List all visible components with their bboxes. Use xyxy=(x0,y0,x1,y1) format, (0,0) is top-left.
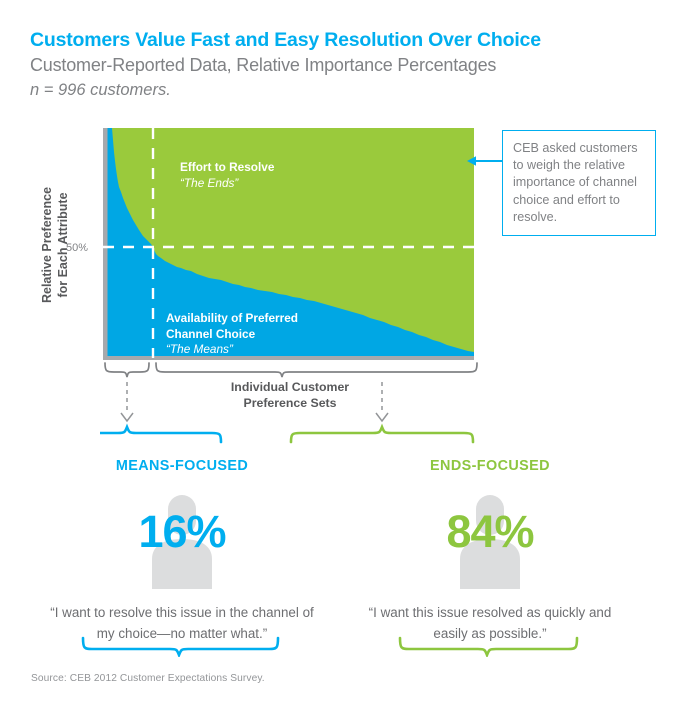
callout-box: CEB asked customers to weigh the relativ… xyxy=(502,130,656,237)
panel-heading-means: MEANS-FOCUSED xyxy=(115,458,249,474)
chart-canvas xyxy=(103,128,474,360)
panel-heading-ends: ENDS-FOCUSED xyxy=(430,458,550,474)
figure-row-means: 16% xyxy=(22,493,342,589)
axis-bracket-group xyxy=(100,362,478,444)
header: Customers Value Fast and Easy Resolution… xyxy=(30,27,650,102)
quote-means-focused: “I want to resolve this issue in the cha… xyxy=(50,605,314,641)
axis-spine-bottom xyxy=(103,356,474,360)
brace-ends-focused xyxy=(289,423,475,444)
brace-means-focused xyxy=(100,423,223,444)
axis-spine-left xyxy=(103,128,108,358)
sample-size-note: n = 996 customers. xyxy=(30,81,171,99)
source-note: Source: CEB 2012 Customer Expectations S… xyxy=(31,673,265,684)
legend-means-title-line2: Channel Choice xyxy=(166,326,256,341)
percent-means-focused: 16% xyxy=(138,506,226,557)
stacked-area-chart xyxy=(103,128,474,360)
area-channel-choice xyxy=(107,128,474,358)
legend-means-title-line1: Availability of Preferred xyxy=(166,311,298,325)
percent-ends-focused: 84% xyxy=(446,506,534,557)
panel-means-focused: MEANS-FOCUSED 16% “I want to resolve thi… xyxy=(22,432,342,667)
legend-means-subtitle: “The Means” xyxy=(166,342,233,356)
drop-arrowhead-means xyxy=(120,412,134,423)
x-axis-group-label-line1: Individual Customer xyxy=(230,380,350,394)
brace-ends-segment xyxy=(155,362,478,378)
x-axis-group-label-line2: Preference Sets xyxy=(243,396,337,410)
figure-row-ends: 84% xyxy=(330,493,650,589)
brace-quote-means xyxy=(81,636,280,657)
brace-means-segment xyxy=(104,362,150,378)
y-axis-title-line1: Relative Preference xyxy=(40,186,54,304)
y-tick-dash-50 xyxy=(86,245,102,249)
panel-ends-focused: ENDS-FOCUSED 84% “I want this issue reso… xyxy=(330,432,650,667)
legend-effort-subtitle: “The Ends” xyxy=(180,175,239,190)
legend-channel-choice: Availability of Preferred Channel Choice… xyxy=(166,311,298,358)
drop-arrowhead-ends xyxy=(375,412,389,423)
arrow-left-icon xyxy=(467,156,504,166)
legend-effort-to-resolve: Effort to Resolve “The Ends” xyxy=(180,160,274,191)
person-silhouette-icon xyxy=(460,495,520,589)
person-silhouette-icon xyxy=(152,495,212,589)
page-subtitle: Customer-Reported Data, Relative Importa… xyxy=(30,55,497,75)
page-title: Customers Value Fast and Easy Resolution… xyxy=(30,29,541,51)
quote-ends-focused: “I want this issue resolved as quickly a… xyxy=(368,605,612,641)
legend-effort-title: Effort to Resolve xyxy=(180,160,275,174)
y-axis-tick-50: 50% xyxy=(66,242,89,254)
callout-text: CEB asked customers to weigh the relativ… xyxy=(513,141,638,224)
brace-quote-ends xyxy=(398,636,579,657)
x-axis-group-label: Individual Customer Preference Sets xyxy=(190,379,390,411)
